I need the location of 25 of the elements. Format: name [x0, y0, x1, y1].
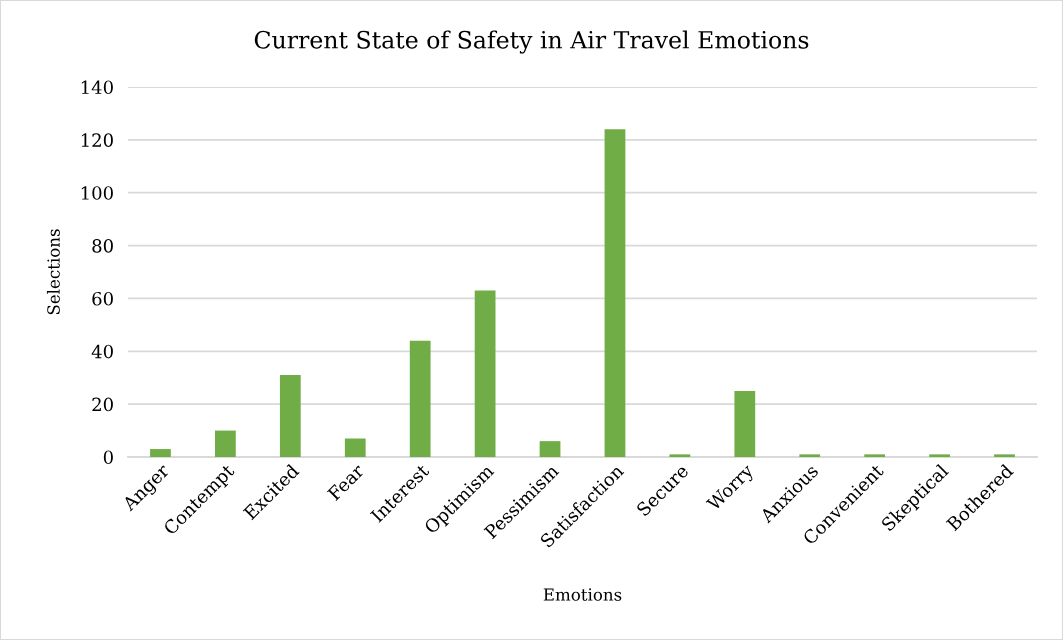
y-tick-label: 80 [92, 239, 113, 253]
bar [344, 438, 366, 457]
y-tick-label: 120 [81, 133, 113, 147]
bar [799, 454, 821, 457]
x-axis-title: Emotions [543, 588, 622, 601]
bar [215, 430, 236, 457]
y-tick-label: 140 [81, 80, 113, 95]
bar [734, 390, 756, 457]
y-tick-label: 0 [103, 450, 113, 465]
bar [929, 454, 950, 457]
y-axis-title: Selections [46, 229, 60, 315]
bar [994, 454, 1015, 457]
bar [864, 454, 886, 457]
bar [604, 129, 626, 457]
y-tick-label: 60 [92, 291, 113, 306]
y-tick-label: 100 [81, 186, 113, 200]
bar [539, 441, 561, 457]
bar [474, 290, 496, 457]
y-tick-label: 20 [92, 397, 113, 412]
y-tick-label: 40 [91, 344, 113, 359]
bar [409, 340, 431, 457]
bar [669, 454, 691, 457]
chart-title: Current State of Safety in Air Travel Emotions [254, 30, 809, 54]
bar [150, 449, 171, 457]
bar [279, 375, 301, 457]
